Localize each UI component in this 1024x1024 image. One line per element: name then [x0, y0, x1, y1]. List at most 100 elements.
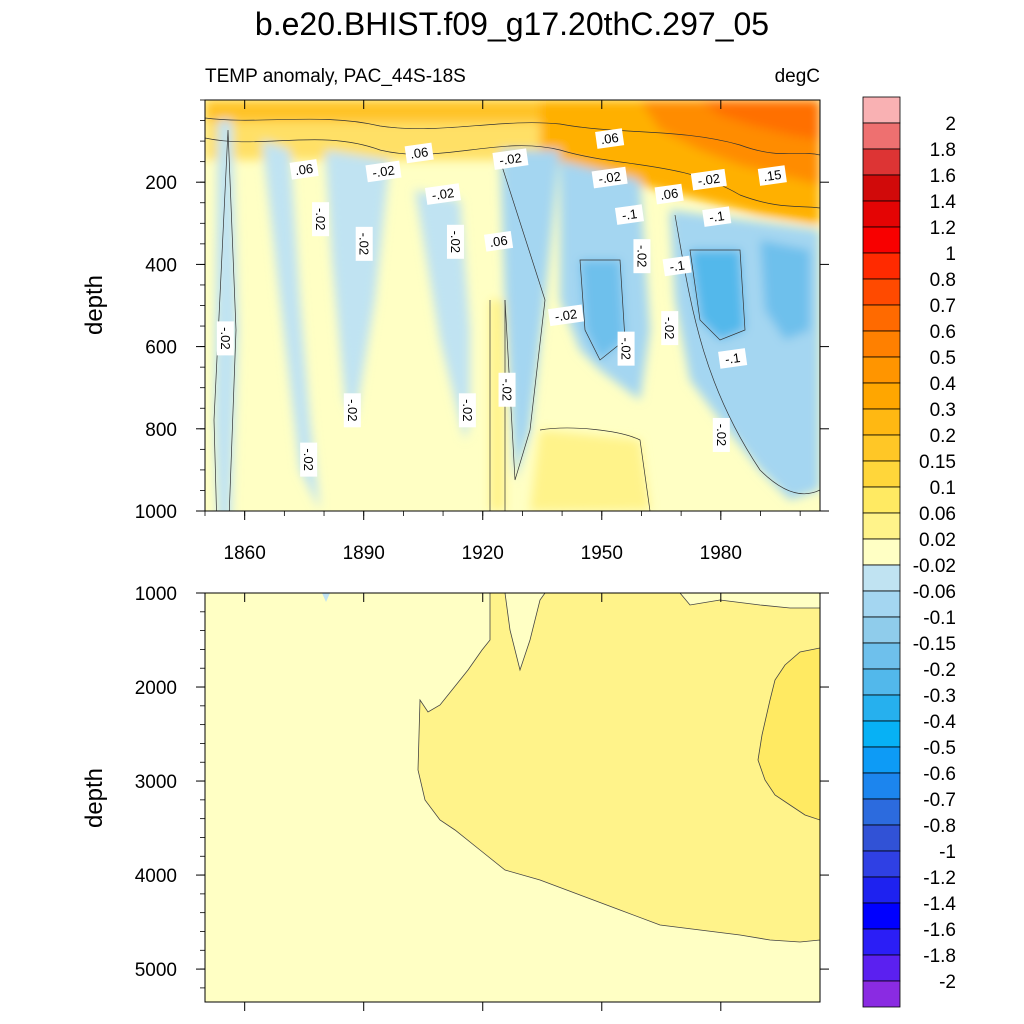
- contour-label-text: .06: [659, 185, 679, 202]
- colorbar-tick-label: 2: [945, 114, 956, 135]
- contour-label-box: [312, 202, 330, 237]
- colorbar-tick-label: 0.15: [919, 452, 956, 473]
- chart-title: b.e20.BHIST.f09_g17.20thC.297_05: [255, 6, 769, 42]
- contour-label-box: [595, 128, 625, 149]
- contour-label: .06: [654, 183, 684, 205]
- contour-label: -.02: [633, 239, 651, 274]
- colorbar-tick-label: -0.4: [923, 712, 956, 733]
- contour-label: -.02: [216, 321, 234, 356]
- colorbar-tick-label: 0.5: [930, 348, 956, 369]
- contour-label-box: [661, 311, 679, 346]
- contour-label-box: [498, 372, 516, 407]
- y-tick-label: 3000: [135, 772, 177, 793]
- colorbar-swatch: [862, 772, 901, 800]
- colorbar-tick-label: 0.06: [919, 504, 956, 525]
- contour-label-text: -.1: [669, 257, 686, 274]
- colorbar-tick-label: -0.15: [913, 634, 956, 655]
- colorbar-swatch: [862, 694, 901, 722]
- colorbar-tick-label: 1.6: [930, 166, 956, 187]
- upper-axes: 1860 1890 1920 1950 1980 200 400 600 800 1000: [135, 99, 829, 564]
- colorbar-tick-label: -2: [939, 972, 956, 993]
- y-tick-label: 600: [145, 338, 177, 359]
- upper-y-axis-label: depth: [81, 275, 108, 335]
- contour-label: -.02: [591, 166, 628, 189]
- contour-label-box: [424, 183, 462, 205]
- colorbar-swatch: [862, 486, 901, 514]
- contour-label-text: -.1: [724, 350, 741, 367]
- colorbar-tick-label: 0.1: [930, 478, 956, 499]
- contour-label: -.1: [702, 206, 732, 227]
- contour-label-text: -.02: [345, 399, 360, 421]
- contour-label: -.1: [614, 204, 645, 225]
- contour-label-text: -.1: [621, 206, 638, 223]
- x-tick-label: 1920: [462, 543, 504, 564]
- contour-label: .06: [289, 159, 319, 180]
- contour-label-box: [654, 183, 684, 205]
- contour-label-text: -.02: [301, 448, 316, 470]
- contour-label-box: [289, 159, 319, 180]
- lower-region-0.06-0.1: [757, 647, 820, 821]
- x-tick-label: 1860: [224, 543, 266, 564]
- contour-label-box: [343, 393, 361, 428]
- y-tick-label: 200: [145, 173, 177, 194]
- contour-label-text: -.02: [619, 337, 634, 359]
- contour-label-text: .06: [489, 233, 509, 250]
- colorbar-tick-label: -1.4: [923, 894, 956, 915]
- colorbar-tick-label: -0.8: [923, 816, 956, 837]
- y-tick-label: 1000: [135, 584, 177, 605]
- contour-label-text: -.02: [313, 208, 328, 230]
- y-tick-label: 5000: [135, 960, 177, 981]
- upper-panel: .06 -.02 .06 -.02 -.02 -.02 -.02 .06 -.02 .06 -.02…: [81, 99, 829, 564]
- contour-label: -.02: [617, 331, 635, 366]
- colorbar-swatch: [862, 980, 901, 1008]
- contour-label-box: [365, 160, 402, 183]
- contour-label-text: -.02: [634, 245, 649, 267]
- contour-label-text: -.02: [662, 317, 677, 339]
- colorbar-swatch: [862, 330, 901, 358]
- colorbar-swatch: [862, 122, 901, 150]
- colorbar-swatch: [862, 382, 901, 410]
- contour-label: -.02: [355, 226, 373, 261]
- colorbar-swatch: [862, 668, 901, 696]
- contour-label-box: [690, 168, 727, 191]
- colorbar-tick-label: 1.8: [930, 140, 956, 161]
- colorbar-swatch: [862, 460, 901, 488]
- colorbar-swatch: [862, 252, 901, 280]
- contour-label-box: [757, 165, 787, 186]
- colorbar-tick-label: -1.2: [923, 868, 956, 889]
- colorbar-tick-label: -0.02: [913, 556, 956, 577]
- contour-label: .06: [483, 231, 514, 252]
- colorbar-swatch: [862, 512, 901, 540]
- contour-label: -.02: [300, 442, 318, 477]
- y-tick-label: 800: [145, 420, 177, 441]
- colorbar-tick-label: -0.06: [913, 582, 956, 603]
- panel-units-label: degC: [775, 66, 820, 87]
- contour-label: .06: [595, 128, 625, 149]
- contour-label-text: -.02: [371, 162, 395, 180]
- x-tick-label: 1980: [700, 543, 742, 564]
- colorbar-swatch: [862, 642, 901, 670]
- contour-label-text: -.02: [460, 399, 475, 421]
- lower-region-0.02-0.06: [417, 593, 820, 943]
- lower-axes: 1000 2000 3000 4000 5000: [135, 584, 829, 1011]
- contour-label-text: -.02: [714, 424, 729, 446]
- colorbar-tick-label: -1: [939, 842, 956, 863]
- contour-label: -.02: [547, 304, 585, 327]
- colorbar-tick-label: -0.3: [923, 686, 956, 707]
- contour-label-text: -.02: [498, 150, 522, 168]
- colorbar: 2 1.8 1.6 1.4 1.2 1 0.8 0.7 0.6 0.5 0.4 0.3 0.2 0.15 0…: [862, 96, 956, 1008]
- contour-label-box: [712, 417, 730, 452]
- y-tick-label: 2000: [135, 678, 177, 699]
- contour-label-box: [617, 331, 635, 366]
- colorbar-swatch: [862, 278, 901, 306]
- colorbar-swatch: [862, 798, 901, 826]
- colorbar-swatch: [862, 226, 901, 254]
- contour-label-text: .06: [600, 130, 620, 147]
- contour-label-text: .15: [762, 167, 782, 184]
- colorbar-swatch: [862, 538, 901, 566]
- lower-plot-frame: [204, 592, 821, 1003]
- contour-label-text: .06: [409, 144, 429, 161]
- colorbar-swatch: [862, 148, 901, 176]
- contour-label-box: [300, 442, 318, 477]
